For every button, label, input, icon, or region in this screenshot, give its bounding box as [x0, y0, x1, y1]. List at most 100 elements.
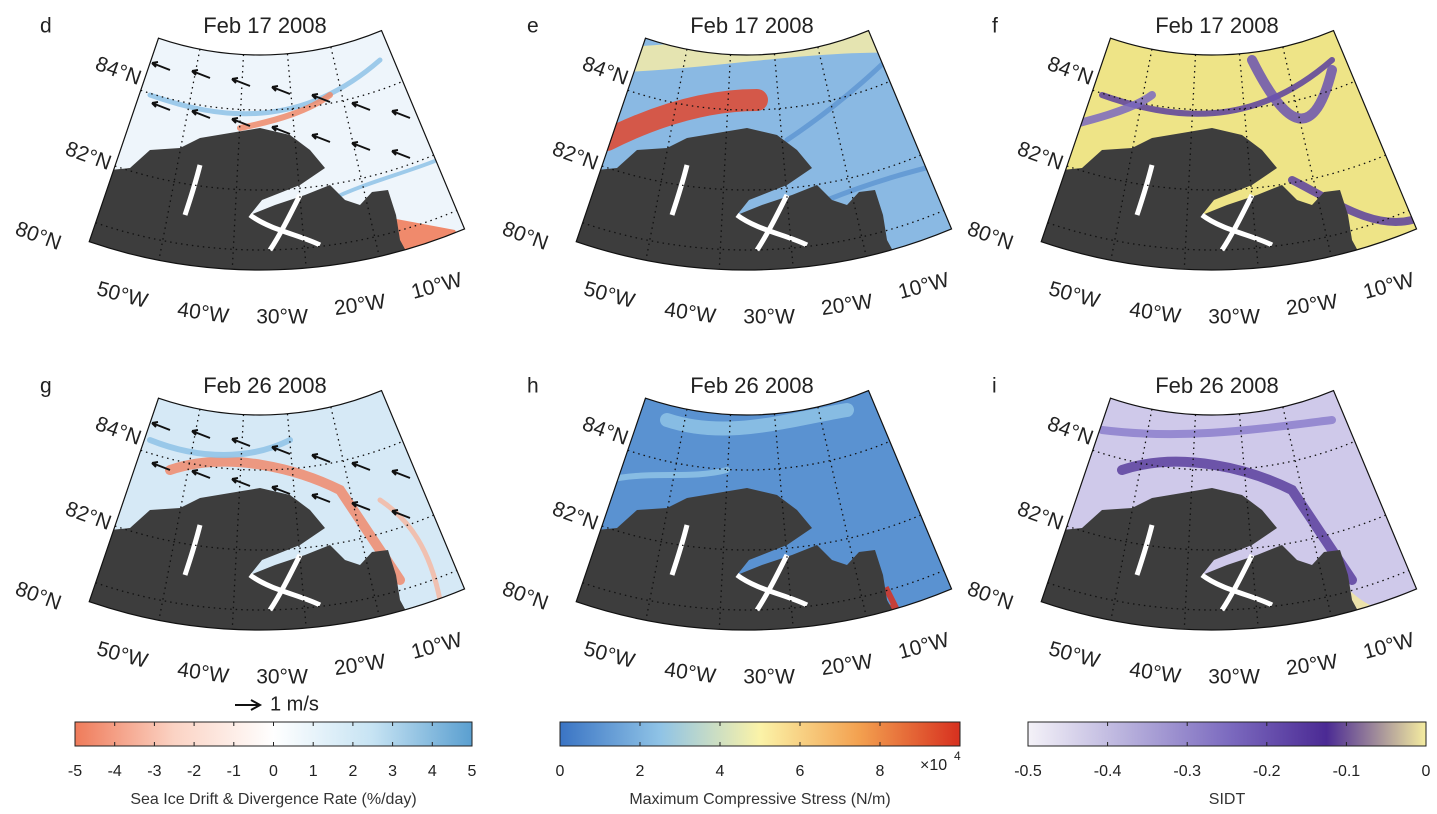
- lat-label: 80°N: [499, 577, 551, 615]
- land: [89, 488, 412, 630]
- drift-arrow: [351, 101, 371, 111]
- panel-letter: f: [992, 15, 998, 38]
- map-panel: e Feb 17 2008 84°N 82°N 80°N 50°W 40°W 30°W 20°W…: [499, 13, 953, 329]
- ice-feature: [147, 57, 383, 117]
- lon-label: 30°W: [743, 666, 795, 689]
- lon-label: 30°W: [1208, 666, 1260, 689]
- colorbar-tick-label: 2: [348, 763, 357, 780]
- drift-arrow: [391, 509, 411, 519]
- colorbar-tick-label: 6: [796, 763, 805, 780]
- drift-arrow: [311, 133, 331, 143]
- ice-feature: [1098, 416, 1336, 439]
- drift-arrow: [311, 93, 331, 103]
- lon-label: 40°W: [663, 658, 717, 688]
- colorbar-tick-label: 0: [269, 763, 278, 780]
- drift-arrow: [391, 109, 411, 119]
- panel-title: Feb 17 2008: [690, 13, 814, 38]
- lon-label: 20°W: [1285, 290, 1339, 320]
- drift-arrow: [151, 461, 171, 471]
- colorbar-tick-label: -0.4: [1094, 763, 1122, 780]
- drift-arrow: [151, 421, 171, 431]
- land: [576, 128, 899, 270]
- panel-letter: g: [40, 375, 52, 398]
- colorbar-tick-label: 4: [428, 763, 437, 780]
- map-area: [89, 390, 465, 630]
- map-area: [1041, 30, 1417, 270]
- land: [89, 128, 412, 270]
- lon-label: 20°W: [820, 290, 874, 320]
- graticule: [1047, 569, 1410, 611]
- panel-letter: h: [527, 375, 539, 398]
- lat-label: 84°N: [1044, 412, 1096, 450]
- colorbar-tick-label: 4: [716, 763, 725, 780]
- lon-label: 10°W: [896, 268, 952, 304]
- map-area: [89, 30, 465, 270]
- lon-label: 30°W: [743, 306, 795, 329]
- lat-label: 84°N: [92, 412, 144, 450]
- map-panel: f Feb 17 2008 84°N 82°N 80°N 50°W 40°W 30°W 20°W…: [964, 13, 1418, 329]
- lat-label: 82°N: [62, 497, 114, 535]
- colorbar-multiplier: ×10: [920, 757, 947, 774]
- lon-label: 40°W: [1128, 658, 1182, 688]
- lon-label: 40°W: [176, 658, 230, 688]
- lon-label: 30°W: [1208, 306, 1260, 329]
- lon-label: 50°W: [94, 277, 150, 313]
- lon-label: 20°W: [333, 290, 387, 320]
- colorbar-tick-label: 0: [1422, 763, 1431, 780]
- drift-arrow: [271, 125, 291, 135]
- colorbar-tick-label: 0: [556, 763, 565, 780]
- ice-feature: [165, 456, 405, 585]
- panel-letter: d: [40, 15, 52, 38]
- map-frame: [575, 29, 953, 271]
- colorbar-tick-label: -2: [187, 763, 201, 780]
- lon-label: 40°W: [1128, 298, 1182, 328]
- colorbar-tick-label: 2: [636, 763, 645, 780]
- lat-label: 80°N: [964, 217, 1016, 255]
- land: [1041, 488, 1364, 630]
- lon-label: 10°W: [896, 628, 952, 664]
- colorbar-tick-label: -0.1: [1333, 763, 1361, 780]
- land: [1041, 128, 1364, 270]
- map-area: [1041, 390, 1417, 630]
- fjord: [182, 524, 322, 612]
- lat-label: 84°N: [579, 412, 631, 450]
- map-panel: i Feb 26 2008 84°N 82°N 80°N 50°W 40°W 30°W 20°W…: [964, 373, 1418, 689]
- drift-arrow: [271, 485, 291, 495]
- colorbar-tick-label: 3: [388, 763, 397, 780]
- map-frame: [1040, 389, 1418, 631]
- colorbar-tick-label: -4: [108, 763, 122, 780]
- map-area: [576, 390, 952, 630]
- lat-label: 80°N: [499, 217, 551, 255]
- drift-arrow: [271, 85, 291, 95]
- panel-title: Feb 26 2008: [690, 373, 814, 398]
- lat-label: 82°N: [62, 137, 114, 175]
- map-frame: [575, 389, 953, 631]
- panel-title: Feb 17 2008: [203, 13, 327, 38]
- drift-arrow: [191, 109, 211, 119]
- map-panel: h Feb 26 2008 84°N 82°N 80°N 50°W 40°W 30°W 20°W…: [499, 373, 953, 689]
- map-panel: g Feb 26 2008 84°N 82°N 80°N 50°W 40°W 30°W 20°W…: [12, 373, 466, 689]
- map-panel: d Feb 17 2008 84°N 82°N 80°N 50°W 40°W 30°W 20°W…: [12, 13, 466, 329]
- colorbar-tick-label: 1: [309, 763, 318, 780]
- colorbar-label: Maximum Compressive Stress (N/m): [629, 791, 890, 808]
- lon-label: 20°W: [820, 650, 874, 680]
- drift-arrow: [151, 61, 171, 71]
- lon-label: 50°W: [1046, 637, 1102, 673]
- lon-label: 30°W: [256, 666, 308, 689]
- graticule: [1092, 440, 1356, 471]
- lon-label: 30°W: [256, 306, 308, 329]
- drift-arrow: [271, 445, 291, 455]
- lon-label: 10°W: [409, 628, 465, 664]
- graticule: [1047, 209, 1410, 251]
- map-frame: [88, 389, 466, 631]
- fjord: [1134, 164, 1274, 252]
- lat-label: 82°N: [549, 497, 601, 535]
- panel-letter: e: [527, 15, 539, 38]
- ice-feature: [1117, 456, 1357, 585]
- lat-label: 84°N: [92, 52, 144, 90]
- graticule: [627, 440, 891, 471]
- map-frame: [1040, 29, 1418, 271]
- colorbar-tick-label: -3: [147, 763, 161, 780]
- colorbar-exponent: 4: [954, 749, 961, 763]
